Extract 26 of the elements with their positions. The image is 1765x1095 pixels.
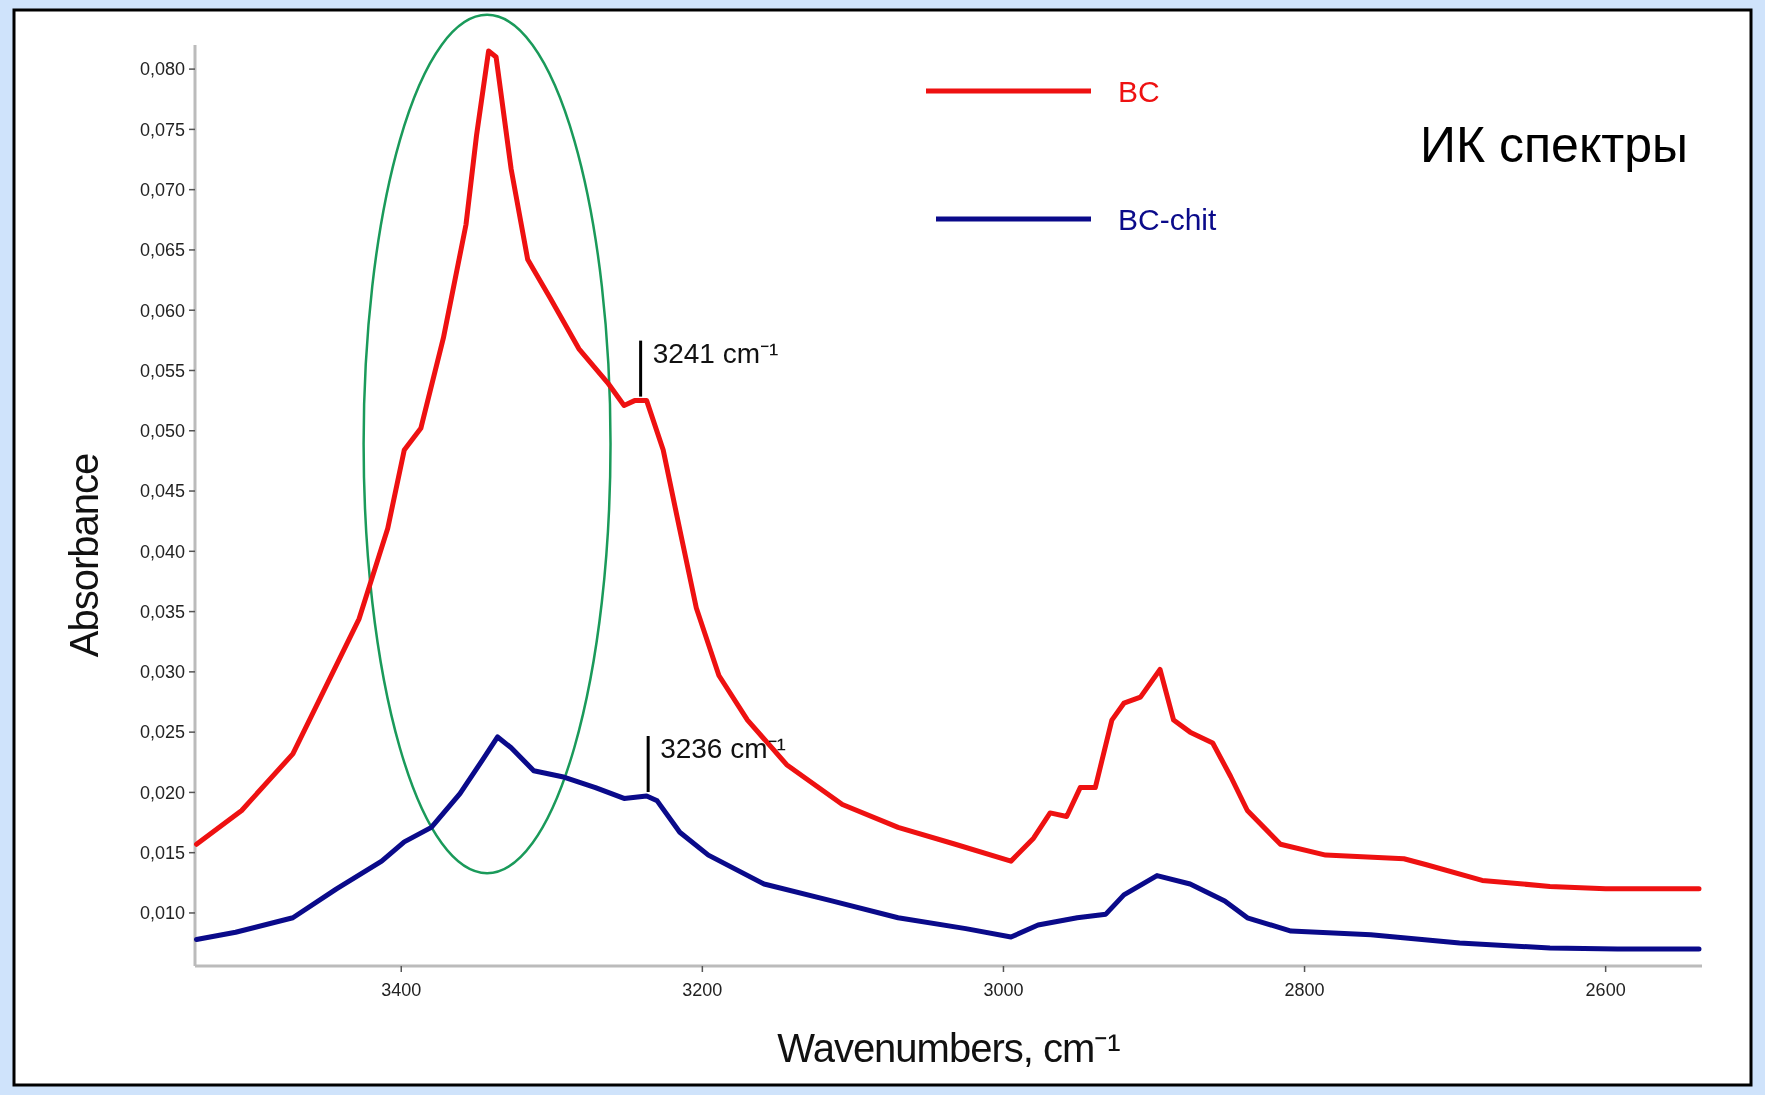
y-tick-label: 0,050	[139, 421, 185, 442]
text: ИК спектры	[1420, 117, 1688, 173]
y-tick-label: 0,020	[139, 782, 185, 803]
y-tick-label: 0,030	[139, 662, 185, 683]
y-tick-label: 0,075	[139, 119, 185, 140]
y-tick-label: 0,035	[139, 601, 185, 622]
y-axis-title: Absorbance	[62, 453, 106, 658]
y-tick-label: 0,040	[139, 541, 185, 562]
y-tick-label: 0,015	[139, 842, 185, 863]
x-axis-title: Wavenumbers, cm⁻¹	[777, 1026, 1121, 1070]
annotation: 3241 cm⁻¹	[652, 337, 779, 369]
x-tick-label: 2600	[1585, 980, 1626, 1000]
y-tick-label: 0,010	[139, 903, 185, 924]
y-tick-label: 0,025	[139, 722, 185, 743]
x-tick-label: 2800	[1284, 980, 1325, 1000]
x-tick-label: 3400	[381, 980, 422, 1000]
text: BC	[1118, 74, 1160, 108]
y-tick-label: 0,080	[139, 59, 185, 80]
y-tick-label: 0,060	[139, 300, 185, 321]
y-tick-label: 0,055	[139, 360, 185, 381]
y-tick-label: 0,045	[139, 481, 185, 502]
x-tick-label: 3000	[983, 980, 1024, 1000]
text: BC-chit	[1118, 202, 1218, 236]
x-tick-label: 3200	[682, 980, 723, 1000]
y-tick-label: 0,070	[139, 179, 185, 200]
y-tick-label: 0,065	[139, 240, 185, 261]
